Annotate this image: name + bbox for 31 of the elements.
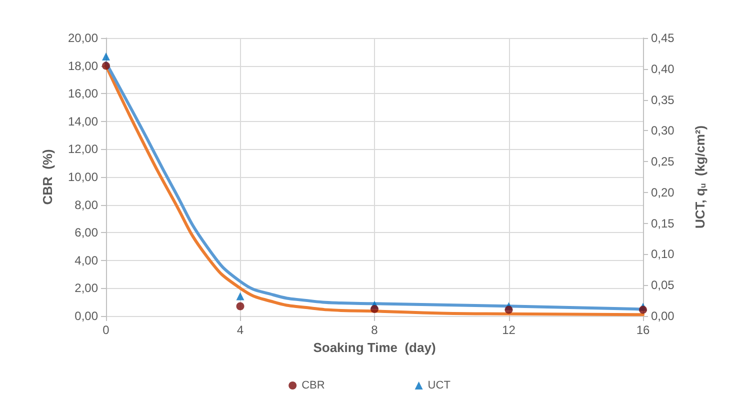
y2-tick-label: 0,40 xyxy=(651,62,675,76)
y-tick-label: 8,00 xyxy=(74,198,98,212)
y2-tick-label: 0,05 xyxy=(651,278,675,292)
x-tick-label: 16 xyxy=(636,323,650,337)
legend-label: CBR xyxy=(302,380,325,392)
x-tick-label: 8 xyxy=(371,323,378,337)
x-tick-label: 4 xyxy=(236,323,244,337)
y2-tick-label: 0,00 xyxy=(651,309,675,323)
y2-axis-title: UCT, qu (kg/cm²) xyxy=(692,125,708,229)
y-tick-label: 14,00 xyxy=(68,114,98,128)
y-axis-title: CBR (%) xyxy=(40,149,55,205)
y-tick-label: 0,00 xyxy=(74,309,98,323)
y2-tick-label: 0,10 xyxy=(651,247,675,262)
y2-tick-label: 0,15 xyxy=(651,216,675,230)
y2-tick-label: 0,45 xyxy=(651,31,675,45)
x-tick-label: 0 xyxy=(102,323,110,337)
y-tick-label: 4,00 xyxy=(74,253,98,268)
y2-tick-label: 0,30 xyxy=(651,124,675,138)
x-tick-label: 12 xyxy=(502,323,516,337)
y2-tick-label: 0,35 xyxy=(651,92,675,107)
x-axis-title: Soaking Time (day) xyxy=(313,340,436,355)
legend-label: UCT xyxy=(428,380,451,392)
y-tick-label: 20,00 xyxy=(68,31,98,45)
y2-tick-label: 0,20 xyxy=(651,185,675,200)
y-tick-label: 6,00 xyxy=(74,226,98,240)
y-tick-label: 12,00 xyxy=(68,142,98,156)
y2-tick-label: 0,25 xyxy=(651,154,675,169)
y-tick-label: 18,00 xyxy=(68,58,98,73)
y-tick-label: 16,00 xyxy=(68,86,98,101)
y-tick-label: 10,00 xyxy=(68,170,98,184)
y-tick-label: 2,00 xyxy=(74,281,98,296)
